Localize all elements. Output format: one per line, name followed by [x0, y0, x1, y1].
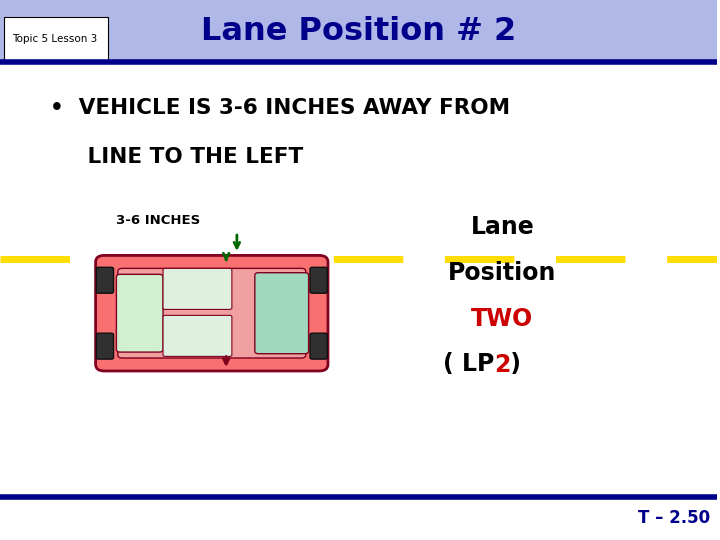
- Text: Position: Position: [448, 261, 557, 285]
- FancyBboxPatch shape: [163, 315, 232, 356]
- Text: 2: 2: [494, 353, 510, 376]
- Text: •  VEHICLE IS 3-6 INCHES AWAY FROM: • VEHICLE IS 3-6 INCHES AWAY FROM: [50, 98, 510, 118]
- Text: TWO: TWO: [471, 307, 534, 330]
- FancyBboxPatch shape: [96, 333, 114, 359]
- FancyBboxPatch shape: [117, 274, 163, 352]
- FancyBboxPatch shape: [4, 17, 108, 60]
- Text: 3-6 INCHES: 3-6 INCHES: [116, 214, 200, 227]
- Text: T – 2.50: T – 2.50: [639, 509, 711, 528]
- Text: ( LP: ( LP: [443, 353, 503, 376]
- FancyBboxPatch shape: [310, 267, 328, 293]
- Text: Topic 5 Lesson 3: Topic 5 Lesson 3: [12, 34, 97, 44]
- FancyBboxPatch shape: [96, 267, 114, 293]
- FancyBboxPatch shape: [118, 268, 306, 358]
- FancyBboxPatch shape: [96, 255, 328, 371]
- Text: Lane: Lane: [470, 215, 534, 239]
- Text: LINE TO THE LEFT: LINE TO THE LEFT: [50, 146, 304, 167]
- FancyBboxPatch shape: [255, 273, 309, 354]
- FancyBboxPatch shape: [310, 333, 328, 359]
- FancyBboxPatch shape: [163, 268, 232, 309]
- Text: Lane Position # 2: Lane Position # 2: [201, 16, 516, 46]
- FancyBboxPatch shape: [0, 0, 717, 62]
- Text: ): ): [503, 353, 521, 376]
